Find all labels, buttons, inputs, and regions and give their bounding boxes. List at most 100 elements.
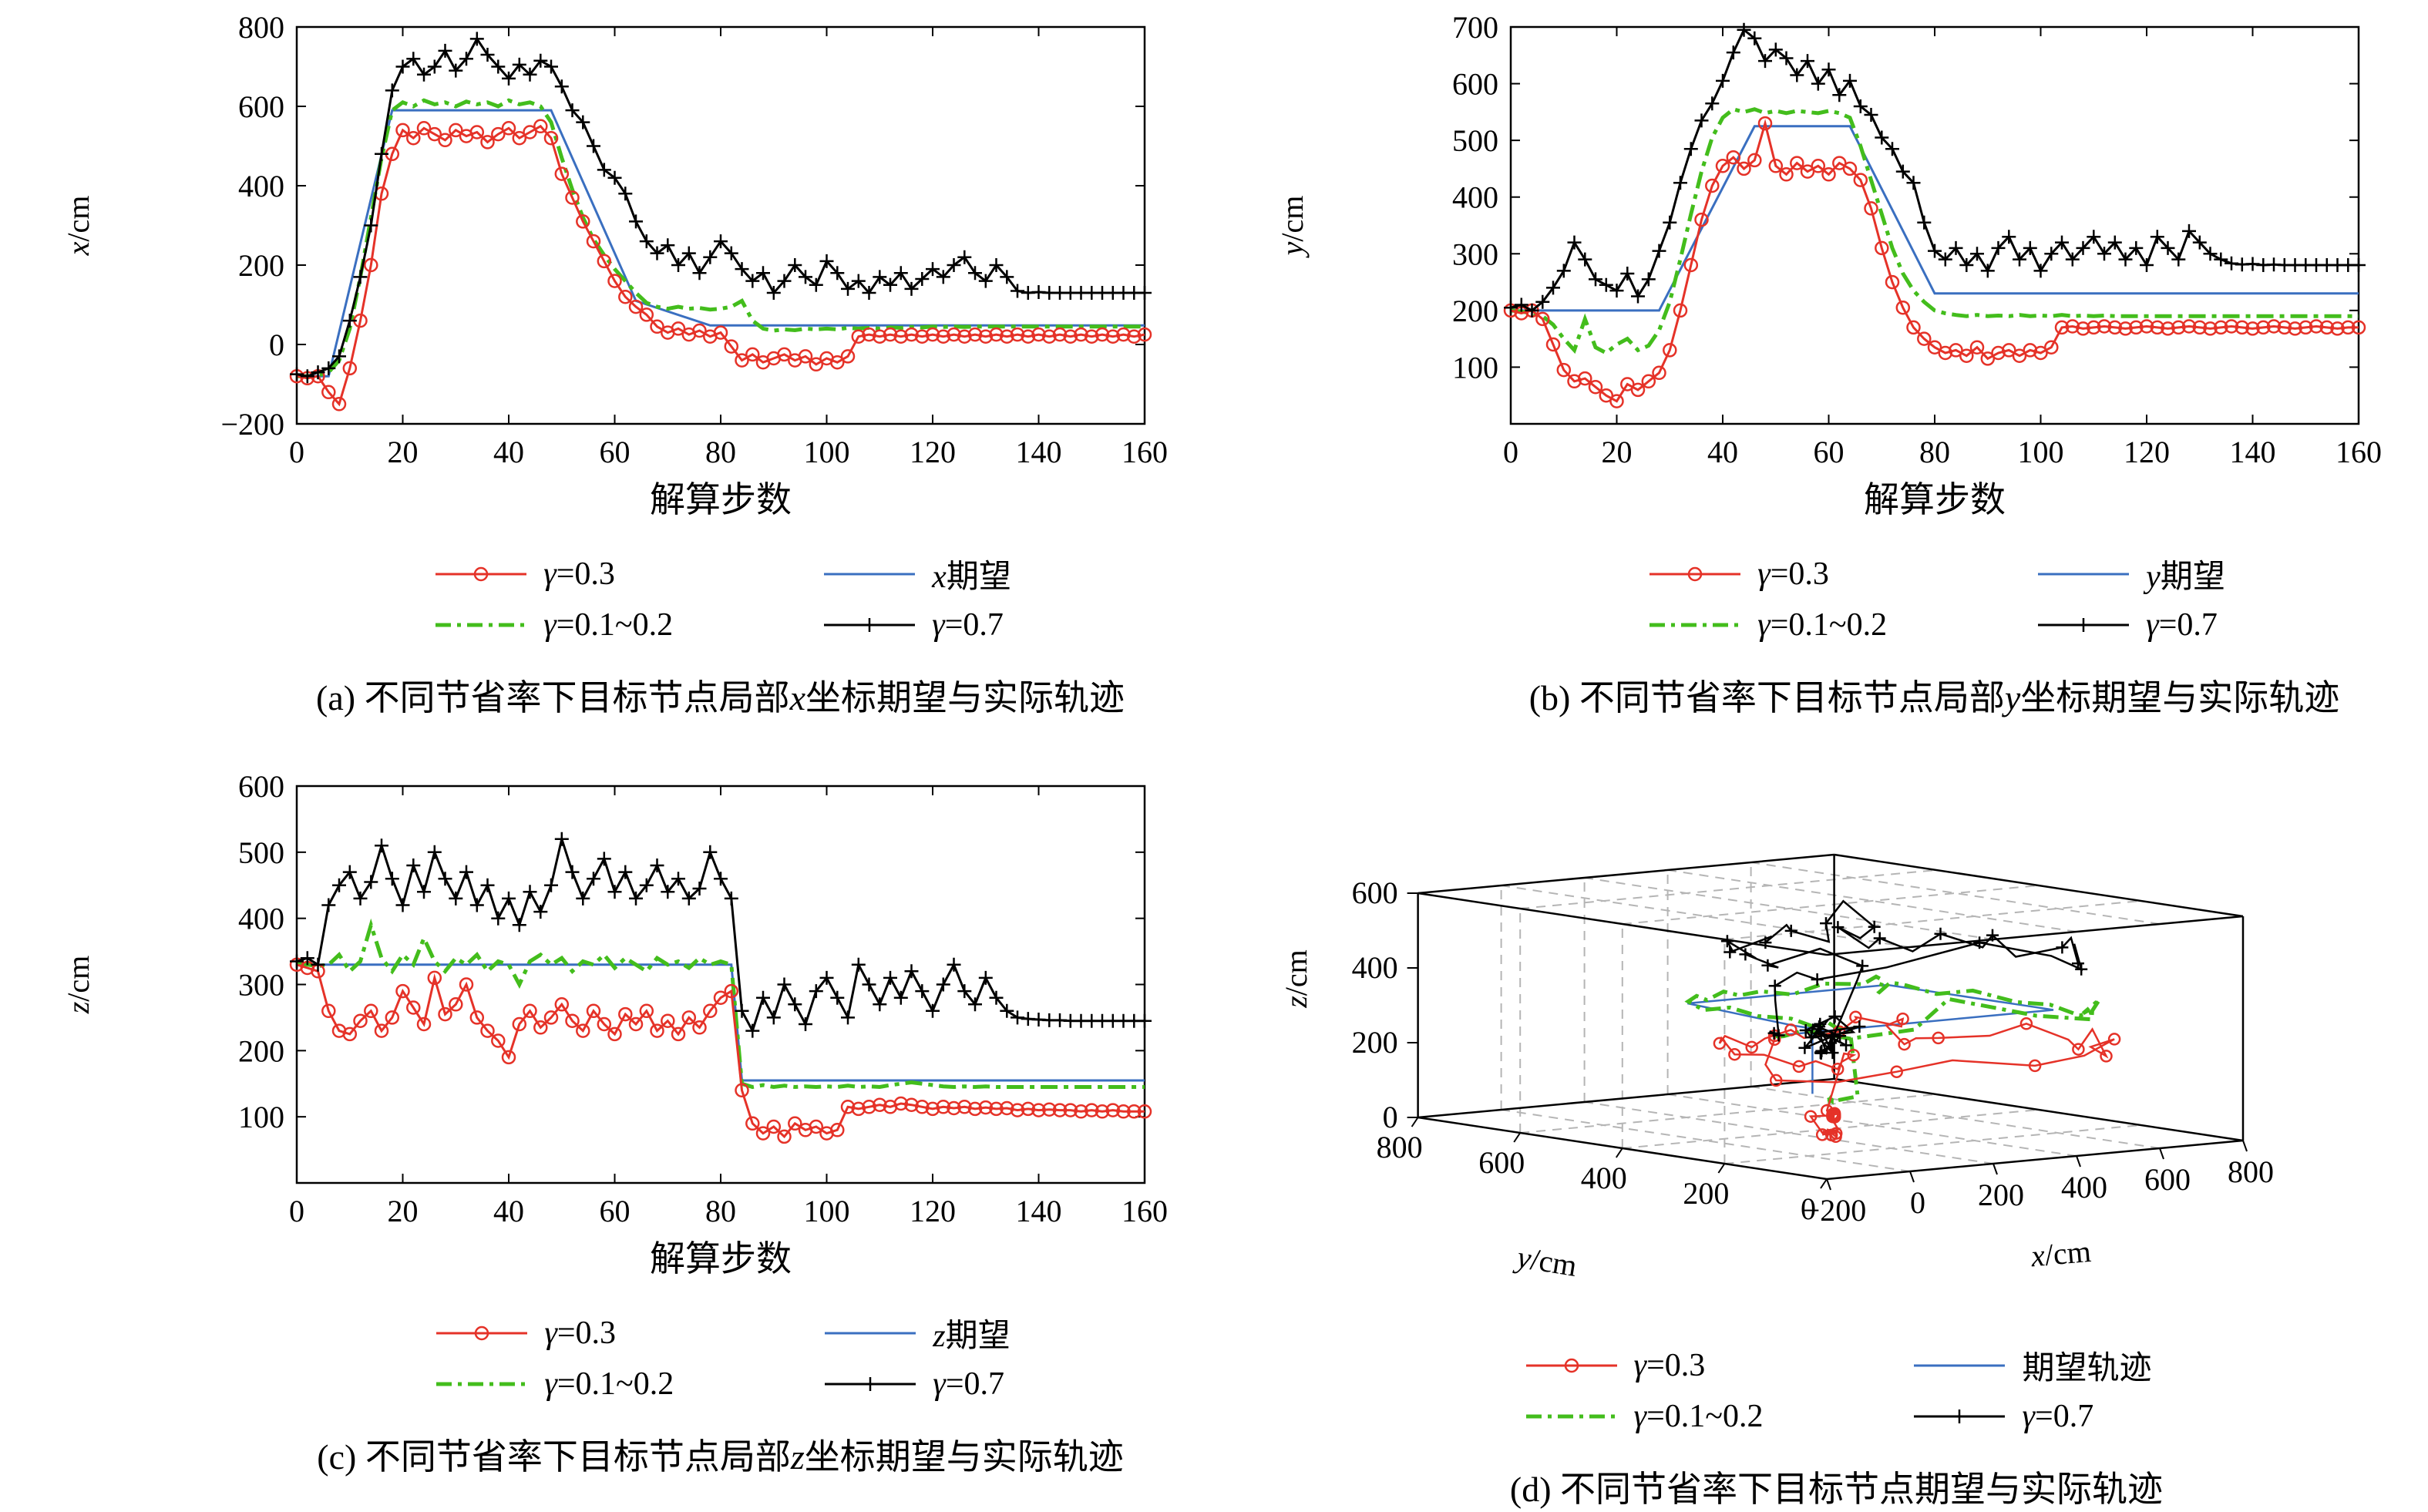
- legend-label-gamma03: γ=0.3: [543, 556, 615, 592]
- svg-text:700: 700: [1452, 10, 1498, 45]
- svg-text:140: 140: [1016, 1194, 1062, 1228]
- svg-text:60: 60: [1814, 435, 1845, 469]
- legend-label-gamma03: γ=0.3: [544, 1315, 617, 1351]
- svg-text:100: 100: [804, 435, 850, 469]
- legend-label-expected: 期望轨迹: [2022, 1351, 2152, 1386]
- chart-b-xlabel: 解算步数: [1864, 480, 2006, 519]
- legend-label-expected: z期望: [933, 1319, 1011, 1354]
- panel-a: 0 20 40 60 80 100 120 140 160 −200 0 200 400 600 800 x/…: [0, 0, 1214, 759]
- legend-item-gamma03: γ=0.3: [1645, 550, 1887, 597]
- svg-text:160: 160: [1122, 1194, 1168, 1228]
- legend-sample-expected: [825, 1332, 916, 1334]
- svg-text:60: 60: [600, 1194, 631, 1228]
- legend-item-expected: y期望: [2033, 550, 2225, 597]
- svg-text:20: 20: [388, 1194, 419, 1228]
- legend-item-expected: 期望轨迹: [1909, 1342, 2152, 1389]
- chart-d-plot-3d: −200 0 200 400 600 80002004006008000200400600…: [1279, 853, 2274, 1283]
- chart-b-caption: (b) 不同节省率下目标节点局部y坐标期望与实际轨迹: [1528, 678, 2340, 717]
- legend-item-gamma03: γ=0.3: [432, 1309, 674, 1356]
- panel-b: 0 20 40 60 80 100 120 140 160 100 200 300 400 500 600 7…: [1214, 0, 2428, 759]
- svg-text:x/cm: x/cm: [61, 196, 96, 257]
- svg-text:200: 200: [238, 1033, 284, 1068]
- svg-text:−200: −200: [220, 407, 284, 442]
- legend-sample-gamma0102: [1649, 623, 1741, 627]
- legend-sample-gamma03: [435, 566, 527, 581]
- svg-text:800: 800: [238, 10, 284, 45]
- legend-label-gamma0102: γ=0.1~0.2: [543, 607, 674, 643]
- svg-text:200: 200: [1452, 294, 1498, 328]
- svg-text:800: 800: [2228, 1154, 2274, 1189]
- legend-item-gamma03: γ=0.3: [1522, 1342, 1764, 1389]
- legend-sample-expected: [2038, 573, 2130, 575]
- svg-text:600: 600: [1352, 875, 1398, 910]
- svg-text:200: 200: [1978, 1178, 2024, 1212]
- svg-text:400: 400: [1352, 950, 1398, 985]
- svg-text:60: 60: [600, 435, 631, 469]
- chart-d-legend: γ=0.3 期望轨迹 γ=0.1~0.2 γ=0.7: [1214, 1342, 2428, 1435]
- svg-text:400: 400: [1452, 180, 1498, 215]
- panel-d: −200 0 200 400 600 800 0 200 400 600 800 0 200 400 600…: [1214, 759, 2428, 1510]
- svg-text:y/cm: y/cm: [1512, 1239, 1579, 1283]
- legend-label-gamma0102: γ=0.1~0.2: [1757, 607, 1888, 643]
- svg-text:100: 100: [2018, 435, 2064, 469]
- svg-text:0: 0: [289, 1194, 304, 1228]
- legend-label-gamma03: γ=0.3: [1633, 1347, 1706, 1383]
- legend-item-gamma07: γ=0.7: [819, 606, 1011, 643]
- svg-text:400: 400: [2061, 1170, 2107, 1205]
- svg-text:140: 140: [1016, 435, 1062, 469]
- legend-item-gamma0102: γ=0.1~0.2: [1522, 1398, 1764, 1435]
- svg-text:20: 20: [1602, 435, 1633, 469]
- legend-sample-gamma07: [1914, 1410, 2006, 1423]
- legend-label-expected: x期望: [932, 559, 1011, 595]
- svg-text:0: 0: [289, 435, 304, 469]
- svg-text:200: 200: [1352, 1025, 1398, 1060]
- svg-text:z/cm: z/cm: [1279, 949, 1313, 1009]
- legend-label-expected: y期望: [2146, 559, 2225, 595]
- chart-d-caption: (d) 不同节省率下目标节点期望与实际轨迹: [1509, 1470, 2164, 1509]
- legend-item-gamma0102: γ=0.1~0.2: [431, 606, 673, 643]
- legend-label-gamma07: γ=0.7: [932, 607, 1004, 643]
- legend-item-gamma07: γ=0.7: [1909, 1398, 2151, 1435]
- legend-item-gamma07: γ=0.7: [2033, 606, 2225, 643]
- legend-sample-gamma0102: [1525, 1414, 1617, 1419]
- chart-c-xlabel: 解算步数: [650, 1239, 792, 1278]
- legend-item-gamma0102: γ=0.1~0.2: [1645, 606, 1887, 643]
- svg-text:400: 400: [1581, 1161, 1627, 1195]
- svg-text:140: 140: [2230, 435, 2276, 469]
- svg-text:80: 80: [705, 435, 736, 469]
- svg-text:x/cm: x/cm: [2029, 1234, 2092, 1274]
- svg-text:80: 80: [705, 1194, 736, 1228]
- legend-sample-gamma03: [1525, 1358, 1617, 1373]
- legend-sample-expected: [1914, 1364, 2006, 1366]
- svg-text:200: 200: [238, 248, 284, 283]
- svg-text:40: 40: [1707, 435, 1738, 469]
- legend-item-gamma03: γ=0.3: [431, 550, 673, 597]
- svg-text:100: 100: [804, 1194, 850, 1228]
- chart-c-legend: γ=0.3 z期望 γ=0.1~0.2 γ=0.7: [0, 1309, 1214, 1403]
- svg-text:600: 600: [1478, 1145, 1525, 1180]
- svg-text:200: 200: [1683, 1176, 1729, 1211]
- svg-text:160: 160: [1122, 435, 1168, 469]
- legend-label-gamma0102: γ=0.1~0.2: [1633, 1399, 1764, 1434]
- chart-a-caption: (a) 不同节省率下目标节点局部x坐标期望与实际轨迹: [316, 678, 1125, 717]
- svg-text:40: 40: [493, 1194, 524, 1228]
- svg-text:0: 0: [1801, 1191, 1816, 1226]
- chart-b-legend: γ=0.3 y期望 γ=0.1~0.2 γ=0.7: [1214, 550, 2428, 643]
- svg-text:600: 600: [238, 89, 284, 124]
- svg-text:120: 120: [2124, 435, 2170, 469]
- svg-text:600: 600: [2144, 1162, 2191, 1197]
- svg-text:300: 300: [1452, 237, 1498, 271]
- chart-c-plot: 0 20 40 60 80 100 120 140 160 100 200 300 400 500 600 z…: [61, 769, 1168, 1228]
- legend-sample-gamma03: [1649, 566, 1741, 581]
- legend-item-expected: z期望: [820, 1309, 1011, 1356]
- legend-sample-gamma07: [824, 618, 916, 632]
- svg-text:0: 0: [1383, 1100, 1398, 1134]
- svg-text:z/cm: z/cm: [61, 956, 96, 1015]
- svg-text:600: 600: [1452, 67, 1498, 102]
- legend-sample-gamma0102: [435, 623, 527, 627]
- svg-text:100: 100: [238, 1100, 284, 1134]
- legend-sample-gamma07: [825, 1377, 916, 1391]
- legend-sample-gamma0102: [436, 1382, 528, 1386]
- svg-text:80: 80: [1919, 435, 1950, 469]
- svg-text:y/cm: y/cm: [1275, 196, 1310, 259]
